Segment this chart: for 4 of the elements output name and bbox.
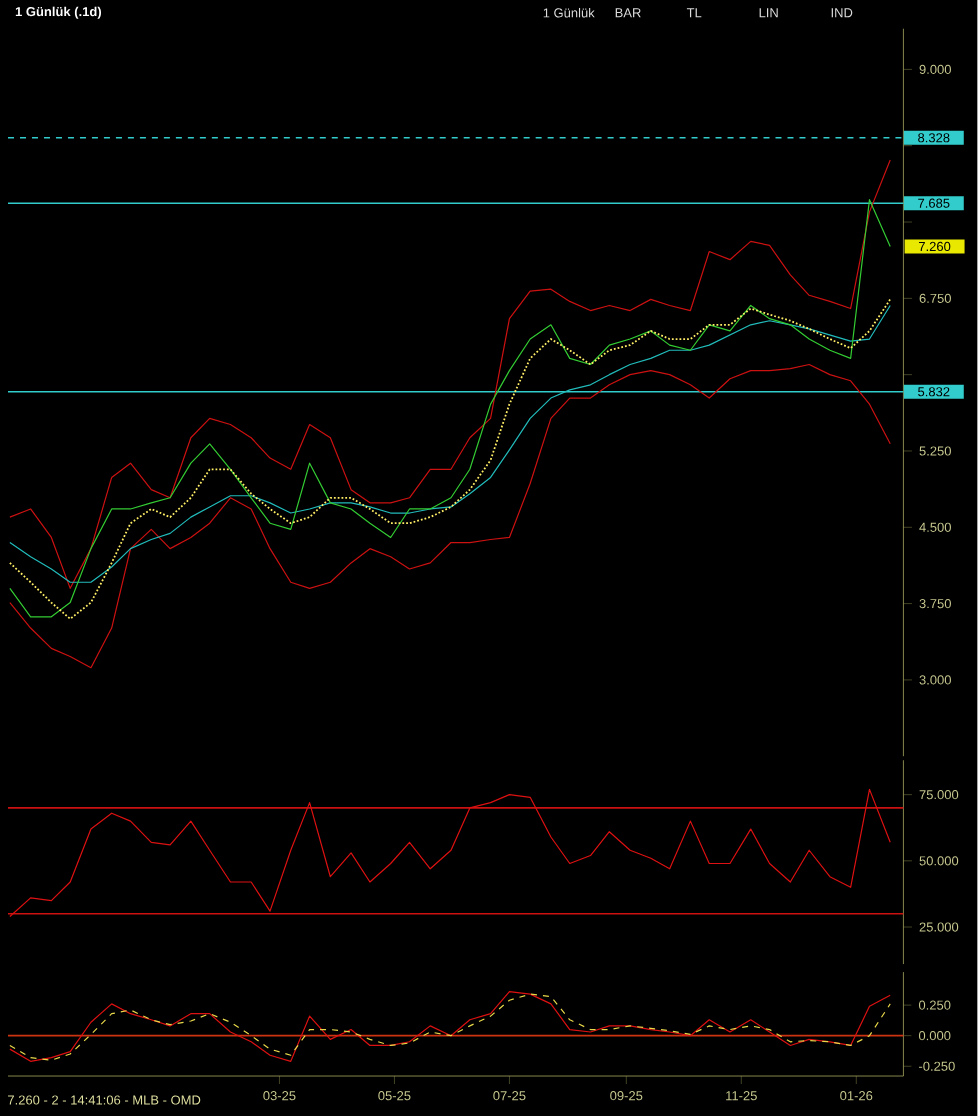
- line-series: [9, 363, 892, 669]
- line-series: [9, 788, 892, 918]
- line-series: [9, 199, 892, 618]
- line-series: [9, 159, 892, 589]
